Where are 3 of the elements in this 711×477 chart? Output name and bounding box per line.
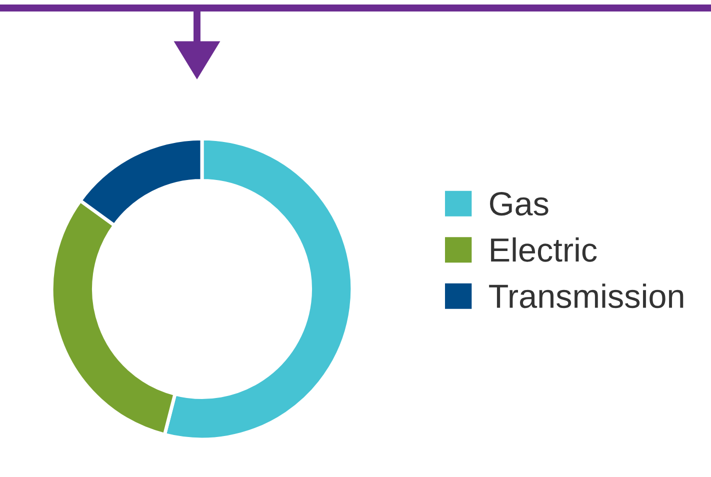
legend-label: Gas <box>490 192 548 216</box>
legend-label: Electric <box>491 237 597 262</box>
legend-label: Transmission <box>489 284 684 308</box>
